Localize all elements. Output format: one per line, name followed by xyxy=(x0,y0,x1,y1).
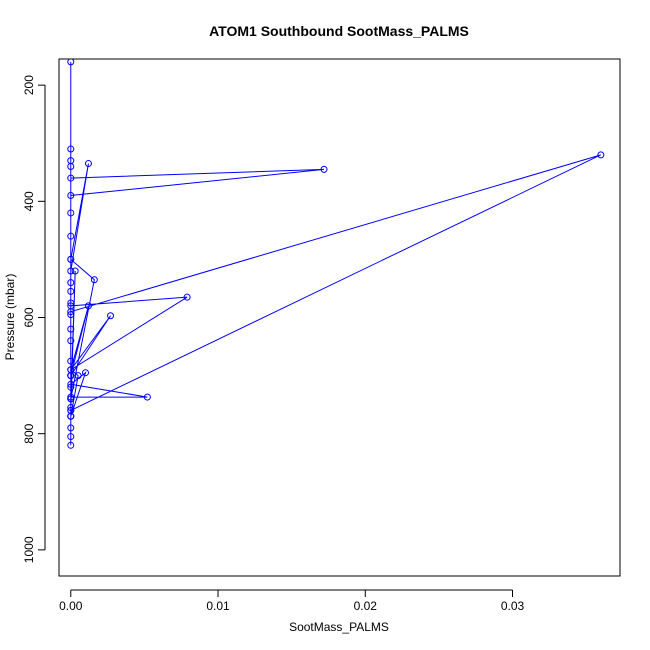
data-point xyxy=(67,412,75,420)
data-point xyxy=(67,395,75,403)
data-point xyxy=(67,366,75,374)
data-point xyxy=(67,157,75,165)
y-tick-label: 1000 xyxy=(22,536,36,563)
y-tick-label: 400 xyxy=(22,191,36,211)
data-point xyxy=(107,312,115,320)
data-point xyxy=(67,145,75,153)
x-tick-label: 0.03 xyxy=(501,599,525,613)
data-point xyxy=(67,424,75,432)
data-point xyxy=(67,267,75,275)
data-point xyxy=(143,393,151,401)
x-tick-label: 0.01 xyxy=(206,599,230,613)
y-tick-label: 600 xyxy=(22,307,36,327)
data-point xyxy=(67,383,75,391)
data-point xyxy=(82,369,89,377)
data-point xyxy=(183,293,191,301)
data-point xyxy=(67,279,75,287)
data-point xyxy=(67,337,75,345)
data-point xyxy=(71,267,79,275)
data-point xyxy=(597,151,605,159)
y-tick-label: 800 xyxy=(22,423,36,443)
data-point xyxy=(67,311,75,319)
x-axis-label: SootMass_PALMS xyxy=(289,620,389,634)
data-point xyxy=(67,255,75,263)
data-point xyxy=(67,302,75,310)
data-point xyxy=(67,59,75,66)
x-tick-label: 0.02 xyxy=(354,599,378,613)
data-point xyxy=(320,165,328,173)
data-point xyxy=(67,380,75,388)
data-point xyxy=(67,209,75,217)
data-point xyxy=(90,276,98,284)
data-point xyxy=(67,433,75,441)
data-point xyxy=(67,441,75,449)
y-axis: 200 400 600 800 1000 xyxy=(22,75,46,563)
data-point xyxy=(67,174,75,182)
x-tick-label: 0.00 xyxy=(59,599,83,613)
x-axis: 0.00 0.01 0.02 0.03 xyxy=(59,589,525,613)
data-point xyxy=(84,302,92,310)
data-point xyxy=(67,404,75,412)
data-point xyxy=(67,287,75,295)
series-line xyxy=(69,61,602,446)
data-point xyxy=(67,357,75,365)
data-point xyxy=(67,192,75,200)
chart-title: ATOM1 Southbound SootMass_PALMS xyxy=(209,23,469,39)
series-layer xyxy=(67,59,605,449)
data-point xyxy=(67,325,75,333)
y-tick-label: 200 xyxy=(22,75,36,95)
data-point xyxy=(84,160,92,168)
data-point xyxy=(74,372,82,380)
data-point xyxy=(67,299,75,307)
plot-area-frame xyxy=(58,58,621,577)
data-point xyxy=(67,232,75,240)
y-axis-label: Pressure (mbar) xyxy=(3,274,17,361)
